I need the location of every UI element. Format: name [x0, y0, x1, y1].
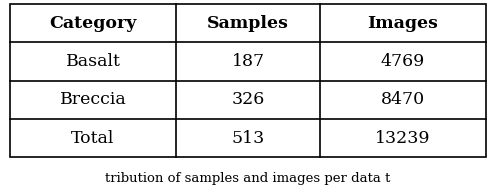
Text: tribution of samples and images per data t: tribution of samples and images per data…	[105, 172, 391, 185]
Text: 326: 326	[231, 91, 265, 108]
Text: 8470: 8470	[381, 91, 425, 108]
Text: 513: 513	[231, 130, 265, 147]
Text: Total: Total	[71, 130, 115, 147]
Text: Images: Images	[368, 15, 438, 31]
Text: Breccia: Breccia	[60, 91, 126, 108]
Text: 4769: 4769	[381, 53, 425, 70]
Text: Basalt: Basalt	[65, 53, 121, 70]
Text: Category: Category	[49, 15, 137, 31]
Bar	[10, 4, 486, 157]
Text: 187: 187	[232, 53, 264, 70]
Text: Samples: Samples	[207, 15, 289, 31]
Text: 13239: 13239	[375, 130, 431, 147]
